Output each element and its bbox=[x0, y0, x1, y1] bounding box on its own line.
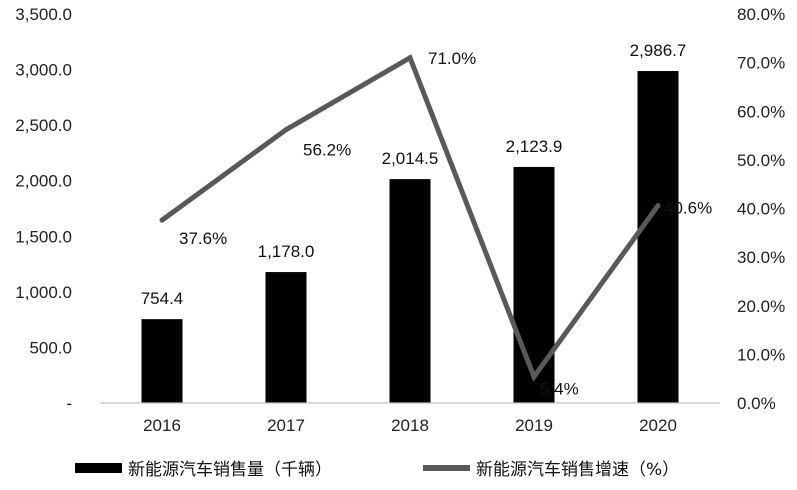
x-axis: 2016 2017 2018 2019 2020 bbox=[100, 402, 720, 435]
bar bbox=[265, 272, 307, 403]
x-axis-tick-label: 2016 bbox=[143, 416, 181, 435]
right-axis-tick-label: 20.0% bbox=[737, 297, 785, 316]
left-axis: - 500.0 1,000.0 1,500.0 2,000.0 2,500.0 3,000.… bbox=[15, 5, 72, 413]
x-axis-tick-label: 2017 bbox=[267, 416, 305, 435]
legend-swatch-bar bbox=[75, 463, 122, 473]
legend-swatch-line bbox=[423, 465, 470, 471]
left-axis-tick-label: - bbox=[66, 394, 72, 413]
line-data-label: 5.4% bbox=[540, 380, 579, 399]
bar bbox=[513, 166, 555, 403]
right-axis-tick-label: 40.0% bbox=[737, 200, 785, 219]
legend-label-line: 新能源汽车销售增速（%） bbox=[476, 460, 679, 480]
line-point bbox=[531, 374, 537, 380]
line-point bbox=[159, 217, 165, 223]
bar-data-label: 2,986.7 bbox=[630, 41, 687, 60]
x-axis-tick-label: 2019 bbox=[515, 416, 553, 435]
line-point bbox=[283, 127, 289, 133]
x-axis-tick-label: 2018 bbox=[391, 416, 429, 435]
line-series: 37.6% 56.2% 71.0% 5.4% 40.6% bbox=[159, 49, 712, 399]
left-axis-tick-label: 1,000.0 bbox=[15, 283, 72, 302]
left-axis-tick-label: 3,500.0 bbox=[15, 5, 72, 24]
bar-data-label: 754.4 bbox=[141, 289, 184, 308]
bar bbox=[389, 179, 431, 403]
bar-data-label: 2,014.5 bbox=[382, 149, 439, 168]
right-axis-tick-label: 0.0% bbox=[737, 394, 776, 413]
line-data-label: 56.2% bbox=[303, 141, 351, 160]
line-point bbox=[655, 203, 661, 209]
line-data-label: 71.0% bbox=[428, 49, 476, 68]
line-data-label: 37.6% bbox=[179, 229, 227, 248]
left-axis-tick-label: 2,000.0 bbox=[15, 172, 72, 191]
right-axis-tick-label: 30.0% bbox=[737, 248, 785, 267]
left-axis-tick-label: 1,500.0 bbox=[15, 227, 72, 246]
left-axis-tick-label: 500.0 bbox=[29, 338, 72, 357]
bar-data-label: 1,178.0 bbox=[258, 242, 315, 261]
bar-data-label: 2,123.9 bbox=[506, 137, 563, 156]
bar-series: 754.4 1,178.0 2,014.5 2,123.9 2,986.7 bbox=[141, 41, 687, 404]
legend-label-bar: 新能源汽车销售量（千辆） bbox=[128, 460, 332, 480]
line-data-label: 40.6% bbox=[664, 199, 712, 218]
bar bbox=[141, 319, 183, 403]
right-axis-tick-label: 50.0% bbox=[737, 151, 785, 170]
right-axis-tick-label: 60.0% bbox=[737, 102, 785, 121]
x-axis-tick-label: 2020 bbox=[639, 416, 677, 435]
right-axis-tick-label: 70.0% bbox=[737, 54, 785, 73]
right-axis-tick-label: 80.0% bbox=[737, 5, 785, 24]
left-axis-tick-label: 3,000.0 bbox=[15, 61, 72, 80]
right-axis: 0.0% 10.0% 20.0% 30.0% 40.0% 50.0% 60.0% 70.0% 8… bbox=[737, 5, 785, 413]
left-axis-tick-label: 2,500.0 bbox=[15, 116, 72, 135]
bar bbox=[637, 71, 679, 404]
right-axis-tick-label: 10.0% bbox=[737, 345, 785, 364]
legend: 新能源汽车销售量（千辆） 新能源汽车销售增速（%） bbox=[75, 460, 679, 480]
line-point bbox=[407, 55, 413, 61]
